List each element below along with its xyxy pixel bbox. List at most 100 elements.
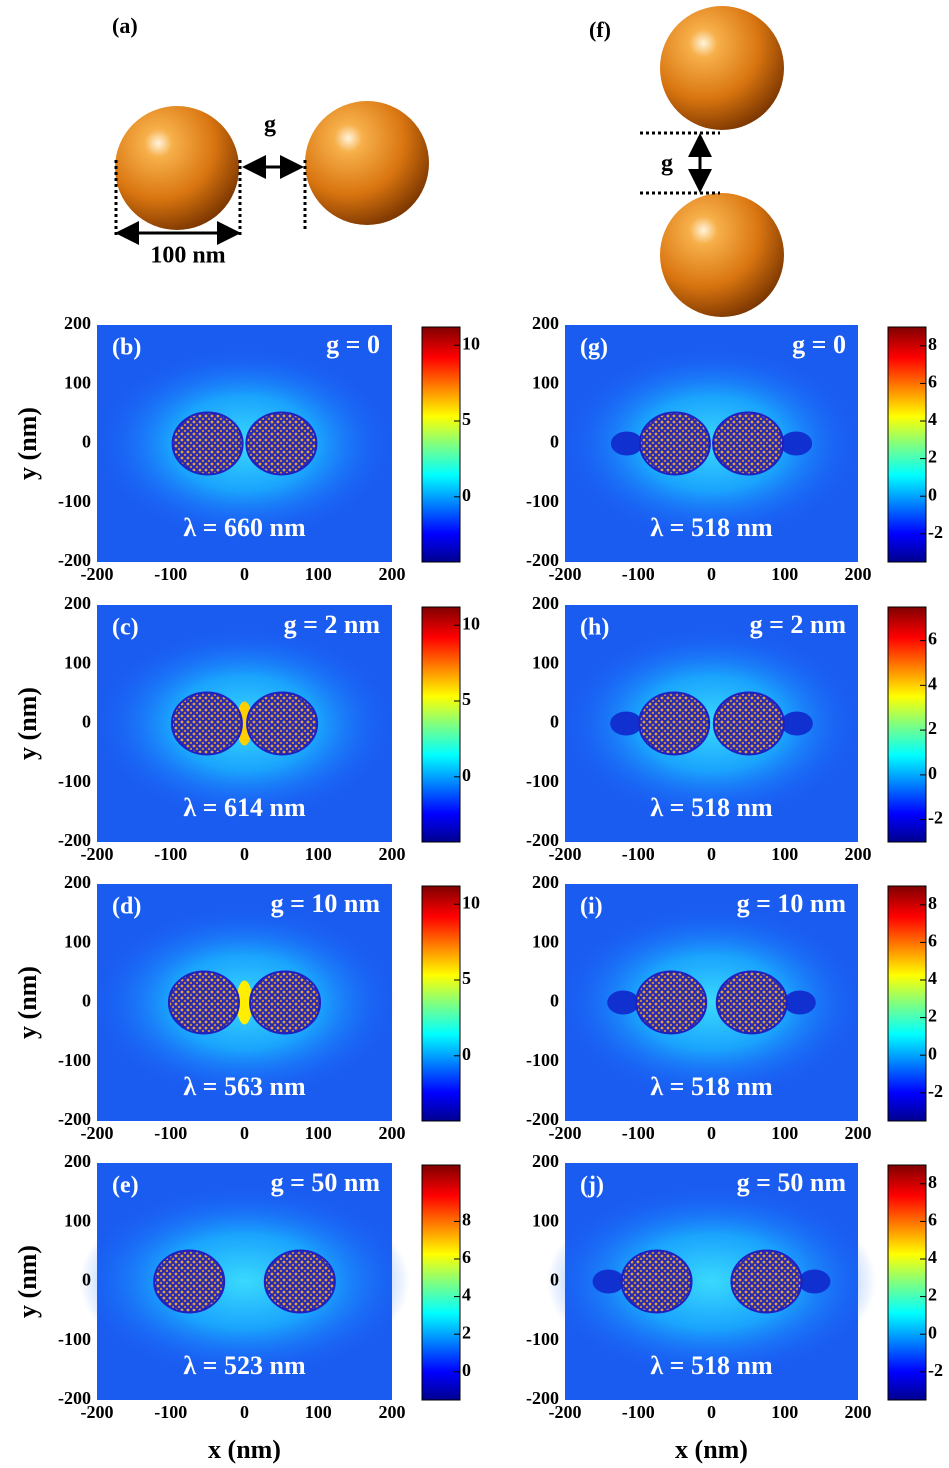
colorbar-tick-label: 4 <box>928 968 937 988</box>
panel-label: (h) <box>580 615 609 641</box>
particle <box>712 411 785 476</box>
shadow <box>610 431 643 456</box>
y-axis-label: y (nm) <box>13 687 42 760</box>
panel-label: (a) <box>112 13 138 38</box>
panel-label: (d) <box>112 894 141 920</box>
x-tick-label: 0 <box>707 844 716 864</box>
y-tick-label: 100 <box>64 931 91 951</box>
y-tick-label: 200 <box>64 313 91 333</box>
wavelength-label: λ = 518 nm <box>650 1072 773 1101</box>
colorbar <box>421 1164 461 1401</box>
glow <box>564 348 859 539</box>
colorbar <box>887 1164 927 1401</box>
colorbar <box>421 606 461 843</box>
colorbar-tick-label: 6 <box>928 931 937 951</box>
x-tick-label: 100 <box>305 844 332 864</box>
colorbar-tick-label: 10 <box>462 892 480 912</box>
particle <box>153 1249 226 1314</box>
shadow <box>783 990 816 1015</box>
colorbar-tick-label: 0 <box>928 1043 937 1063</box>
wavelength-label: λ = 518 nm <box>650 1351 773 1380</box>
colorbar-tick-label: 2 <box>928 718 937 738</box>
particle <box>246 691 319 756</box>
y-tick-label: 100 <box>532 1210 559 1230</box>
x-tick-label: 100 <box>771 1402 798 1422</box>
colorbar-tick-label: 6 <box>928 1210 937 1230</box>
x-tick-label: 200 <box>845 1402 872 1422</box>
gap-label: g = 0 <box>326 330 380 359</box>
x-tick-label: -200 <box>549 1123 582 1143</box>
panel-label: (g) <box>580 335 608 361</box>
x-tick-label: 100 <box>771 564 798 584</box>
field-map <box>564 605 859 842</box>
glow <box>546 1186 877 1377</box>
x-tick-label: 100 <box>305 1123 332 1143</box>
particle <box>730 1249 803 1314</box>
y-tick-label: 0 <box>550 432 559 452</box>
glow <box>97 348 392 539</box>
colorbar <box>421 326 461 563</box>
wavelength-label: λ = 563 nm <box>183 1072 306 1101</box>
y-tick-label: 100 <box>64 372 91 392</box>
particle <box>712 691 785 756</box>
colorbar-tick-label: 0 <box>462 765 471 785</box>
y-tick-label: -200 <box>58 550 91 570</box>
x-tick-label: 200 <box>845 564 872 584</box>
field-map <box>79 1163 410 1400</box>
y-tick-label: -100 <box>526 491 559 511</box>
x-tick-label: 200 <box>845 844 872 864</box>
colorbar-tick-label: -2 <box>928 808 943 828</box>
sphere <box>660 6 784 130</box>
glow <box>79 1186 410 1377</box>
x-tick-label: -200 <box>81 564 114 584</box>
y-tick-label: 100 <box>64 1210 91 1230</box>
colorbar-tick-label: 6 <box>928 629 937 649</box>
colorbar-tick-label: 4 <box>462 1285 471 1305</box>
x-tick-label: -200 <box>549 564 582 584</box>
gap-label: g <box>264 112 276 138</box>
x-tick-label: 200 <box>379 1123 406 1143</box>
y-tick-label: 0 <box>82 712 91 732</box>
y-tick-label: -200 <box>58 1109 91 1129</box>
sphere <box>305 101 429 225</box>
colorbar-tick-label: 10 <box>462 613 480 633</box>
x-tick-label: -200 <box>81 1402 114 1422</box>
x-tick-label: -100 <box>622 1123 655 1143</box>
shadow <box>780 431 813 456</box>
y-tick-label: 0 <box>82 432 91 452</box>
y-tick-label: -200 <box>526 1109 559 1129</box>
particle <box>249 970 322 1035</box>
x-tick-label: 100 <box>305 1402 332 1422</box>
y-tick-label: 200 <box>532 1151 559 1171</box>
gap-label: g = 2 nm <box>750 610 847 639</box>
y-tick-label: 0 <box>82 1270 91 1290</box>
panel-label: (f) <box>589 17 611 42</box>
y-tick-label: 100 <box>532 372 559 392</box>
x-tick-label: 200 <box>379 1402 406 1422</box>
y-tick-label: 0 <box>82 991 91 1011</box>
shadow <box>607 990 640 1015</box>
y-axis-label: y (nm) <box>13 966 42 1039</box>
y-tick-label: -100 <box>526 771 559 791</box>
x-tick-label: 0 <box>707 564 716 584</box>
x-tick-label: 0 <box>240 564 249 584</box>
colorbar <box>421 885 461 1122</box>
panel-label: (e) <box>112 1173 139 1199</box>
x-tick-label: 0 <box>240 844 249 864</box>
schematic-f: (f) g <box>589 6 784 317</box>
gap-label: g <box>661 151 673 177</box>
y-tick-label: 200 <box>64 872 91 892</box>
colorbar-tick-label: 0 <box>462 1044 471 1064</box>
panel-label: (c) <box>112 615 139 641</box>
colorbar-tick-label: 4 <box>928 409 937 429</box>
colorbar-tick-label: 5 <box>462 689 471 709</box>
particle <box>715 970 788 1035</box>
x-tick-label: -100 <box>622 844 655 864</box>
x-axis-label: x (nm) <box>675 1435 748 1464</box>
y-tick-label: 100 <box>532 931 559 951</box>
colorbar <box>887 606 927 843</box>
y-tick-label: 200 <box>532 872 559 892</box>
colorbar-tick-label: 2 <box>928 447 937 467</box>
colorbar-tick-label: 8 <box>462 1210 471 1230</box>
x-tick-label: 0 <box>240 1402 249 1422</box>
